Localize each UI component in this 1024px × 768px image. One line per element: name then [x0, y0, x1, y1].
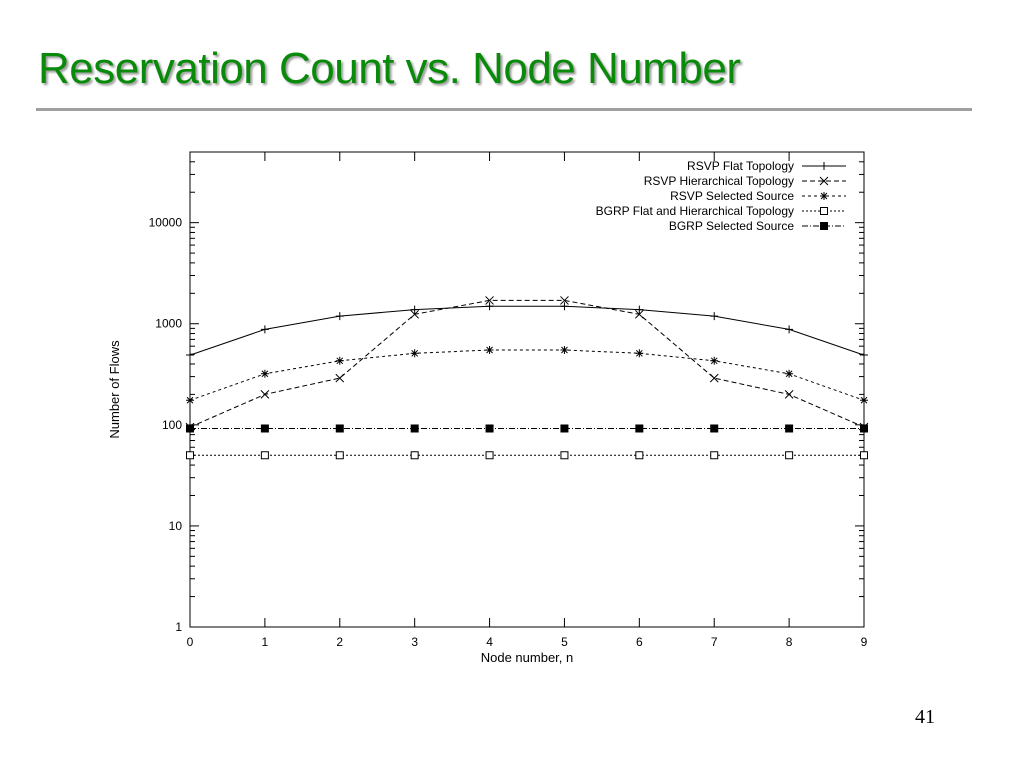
series-5-point	[485, 424, 494, 433]
series-2-point	[485, 296, 494, 305]
series-2-point	[709, 373, 719, 383]
series-line-3	[189, 349, 865, 401]
series-4-point	[335, 451, 344, 460]
series-5-point	[785, 424, 794, 433]
x-tick-label: 4	[486, 635, 493, 649]
y-axis-label: Number of Flows	[107, 340, 122, 439]
slide-title: Reservation Count vs. Node Number	[38, 44, 741, 93]
series-2-point	[410, 309, 420, 319]
series-4-point	[785, 451, 794, 460]
series-1-point	[260, 325, 269, 334]
x-tick-label: 9	[861, 635, 868, 649]
series-3-point	[860, 396, 868, 405]
x-tick-label: 7	[711, 635, 718, 649]
legend-marker	[820, 222, 828, 230]
y-tick-label: 100	[162, 418, 182, 432]
series-3-point	[785, 369, 794, 378]
series-3-point	[260, 369, 269, 378]
series-1-point	[635, 305, 644, 314]
series-1-point	[785, 325, 794, 334]
series-4-point	[560, 451, 569, 460]
series-line-1	[189, 305, 865, 356]
series-4-point	[860, 451, 868, 460]
x-tick-label: 2	[336, 635, 343, 649]
series-5-point	[710, 424, 719, 433]
x-tick-label: 0	[187, 635, 194, 649]
series-4-point	[186, 451, 194, 460]
series-4-point	[260, 451, 269, 460]
series-4-point	[485, 451, 494, 460]
series-4-point	[635, 451, 644, 460]
title-divider	[36, 108, 972, 111]
series-3-point	[635, 349, 644, 358]
legend-label: RSVP Selected Source	[670, 189, 794, 203]
y-tick-label: 1	[175, 620, 182, 634]
series-3-point	[710, 356, 719, 365]
legend-label: RSVP Hierarchical Topology	[644, 174, 794, 188]
x-tick-label: 1	[262, 635, 269, 649]
series-2-point	[634, 309, 644, 319]
legend-label: RSVP Flat Topology	[687, 159, 794, 173]
series-3-point	[186, 396, 194, 405]
series-1-point	[186, 351, 194, 360]
legend-marker	[820, 207, 828, 215]
series-5-point	[335, 424, 344, 433]
series-5-point	[635, 424, 644, 433]
series-5-point	[410, 424, 419, 433]
legend-label: BGRP Selected Source	[669, 219, 795, 233]
x-tick-label: 8	[786, 635, 793, 649]
series-1-point	[560, 302, 569, 311]
plot-frame	[189, 151, 865, 628]
series-line-2	[189, 299, 865, 428]
series-1-point	[860, 351, 868, 360]
series-2-point	[335, 373, 345, 383]
page-number: 41	[915, 706, 935, 728]
series-4-point	[710, 451, 719, 460]
series-1-point	[485, 302, 494, 311]
x-tick-label: 6	[636, 635, 643, 649]
x-tick-label: 5	[561, 635, 568, 649]
series-1-point	[410, 305, 419, 314]
series-2-point	[784, 390, 794, 399]
x-axis-label: Node number, n	[481, 650, 574, 665]
series-3-point	[485, 345, 494, 354]
series-3-point	[335, 356, 344, 365]
series-2-point	[260, 390, 270, 399]
legend-marker	[819, 176, 829, 186]
series-4-point	[410, 451, 419, 460]
series-5-point	[260, 424, 269, 433]
y-tick-label: 10	[169, 519, 183, 533]
series-3-point	[410, 349, 419, 358]
series-5-point	[186, 424, 194, 433]
y-tick-label: 10000	[149, 216, 183, 230]
series-5-point	[560, 424, 569, 433]
legend-marker	[820, 162, 828, 170]
y-tick-label: 1000	[155, 317, 182, 331]
series-1-point	[710, 312, 719, 321]
series-2-point	[560, 296, 569, 305]
legend-label: BGRP Flat and Hierarchical Topology	[596, 204, 794, 218]
series-5-point	[860, 424, 868, 433]
series-1-point	[335, 312, 344, 321]
series-3-point	[560, 345, 569, 354]
x-tick-label: 3	[411, 635, 418, 649]
legend-marker	[820, 192, 828, 200]
